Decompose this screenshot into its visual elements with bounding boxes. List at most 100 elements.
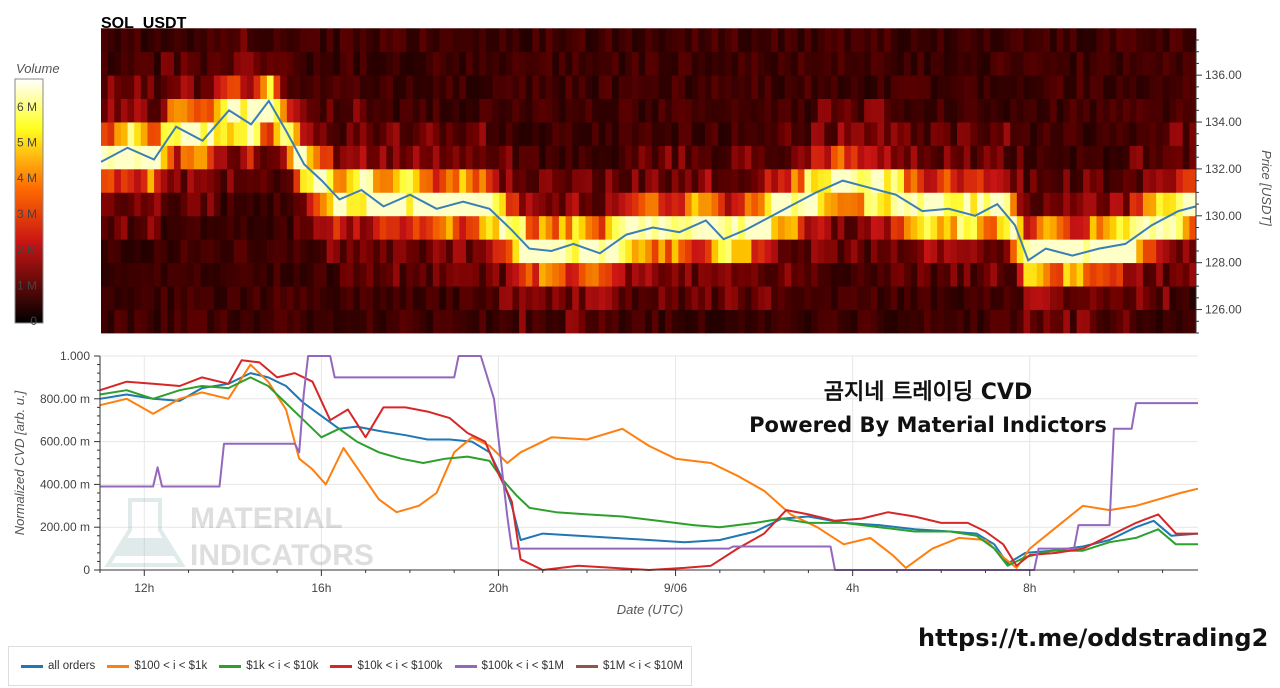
heatmap-cell bbox=[817, 122, 825, 146]
heatmap-cell bbox=[160, 168, 168, 193]
heatmap-cell bbox=[293, 262, 301, 287]
heatmap-cell bbox=[930, 122, 938, 146]
heatmap-cell bbox=[247, 98, 255, 123]
heatmap-cell bbox=[200, 309, 208, 334]
heatmap-cell bbox=[140, 168, 148, 193]
heatmap-cell bbox=[923, 262, 931, 287]
legend-item[interactable]: all orders bbox=[21, 660, 95, 672]
heatmap-cell bbox=[831, 75, 839, 99]
heatmap-cell bbox=[1063, 286, 1071, 310]
heatmap-cell bbox=[1069, 145, 1077, 170]
heatmap-cell bbox=[910, 192, 918, 217]
heatmap-cell bbox=[339, 239, 347, 264]
heatmap-cell bbox=[1016, 286, 1024, 310]
heatmap-cell bbox=[910, 51, 918, 76]
heatmap-cell bbox=[558, 145, 566, 170]
heatmap-cell bbox=[1136, 192, 1144, 217]
legend-item[interactable]: $10k < i < $100k bbox=[330, 660, 443, 672]
legend-item[interactable]: $100 < i < $1k bbox=[107, 660, 207, 672]
heatmap-cell bbox=[227, 145, 235, 170]
heatmap-cell bbox=[877, 75, 885, 99]
heatmap-cell bbox=[1169, 168, 1177, 193]
legend-item[interactable]: $100k < i < $1M bbox=[454, 660, 564, 672]
heatmap-cell bbox=[147, 51, 155, 76]
heatmap-cell bbox=[1010, 28, 1018, 53]
heatmap-cell bbox=[1003, 239, 1011, 264]
heatmap-cell bbox=[937, 239, 945, 264]
legend-swatch bbox=[576, 664, 598, 668]
heatmap-cell bbox=[260, 168, 268, 193]
heatmap-cell bbox=[101, 286, 109, 310]
heatmap-cell bbox=[923, 286, 931, 310]
heatmap-cell bbox=[266, 122, 274, 146]
heatmap-cell bbox=[864, 192, 872, 217]
heatmap-cell bbox=[233, 28, 241, 53]
heatmap-cell bbox=[1056, 262, 1064, 287]
heatmap-cell bbox=[107, 168, 115, 193]
heatmap-cell bbox=[174, 309, 182, 334]
heatmap-cell bbox=[306, 75, 314, 99]
heatmap-cell bbox=[472, 262, 480, 287]
heatmap-cell bbox=[1089, 192, 1097, 217]
heatmap-cell bbox=[479, 122, 487, 146]
heatmap-cell bbox=[884, 145, 892, 170]
heatmap-cell bbox=[339, 309, 347, 334]
heatmap-cell bbox=[990, 215, 998, 240]
heatmap-cell bbox=[691, 239, 699, 264]
heatmap-cell bbox=[213, 145, 221, 170]
heatmap-cell bbox=[1096, 309, 1104, 334]
heatmap-cell bbox=[180, 239, 188, 264]
heatmap-cell bbox=[459, 215, 467, 240]
heatmap-cell bbox=[797, 98, 805, 123]
heatmap-cell bbox=[738, 145, 746, 170]
heatmap-cell bbox=[1023, 28, 1031, 53]
heatmap-cell bbox=[578, 75, 586, 99]
heatmap-cell bbox=[884, 168, 892, 193]
colorbar-tick-label: 1 M bbox=[17, 278, 37, 292]
heatmap-cell bbox=[1142, 262, 1150, 287]
heatmap-cell bbox=[293, 239, 301, 264]
heatmap-cell bbox=[771, 145, 779, 170]
heatmap-cell bbox=[831, 215, 839, 240]
heatmap-cell bbox=[1149, 239, 1157, 264]
heatmap-cell bbox=[1142, 309, 1150, 334]
heatmap-cell bbox=[771, 168, 779, 193]
heatmap-cell bbox=[990, 262, 998, 287]
heatmap-cell bbox=[1083, 192, 1091, 217]
heatmap-cell bbox=[525, 215, 533, 240]
heatmap-cell bbox=[585, 239, 593, 264]
heatmap-cell bbox=[399, 145, 407, 170]
heatmap-cell bbox=[499, 75, 507, 99]
heatmap-cell bbox=[492, 262, 500, 287]
legend-item[interactable]: $1M < i < $10M bbox=[576, 660, 683, 672]
heatmap-cell bbox=[791, 28, 799, 53]
heatmap-cell bbox=[359, 168, 367, 193]
heatmap-cell bbox=[293, 145, 301, 170]
heatmap-cell bbox=[1109, 286, 1117, 310]
heatmap-cell bbox=[1036, 286, 1044, 310]
heatmap-cell bbox=[406, 98, 414, 123]
heatmap-cell bbox=[247, 239, 255, 264]
heatmap-cell bbox=[393, 239, 401, 264]
heatmap-cell bbox=[1142, 286, 1150, 310]
heatmap-cell bbox=[446, 168, 454, 193]
heatmap-cell bbox=[645, 28, 653, 53]
heatmap-cell bbox=[1023, 145, 1031, 170]
heatmap-cell bbox=[280, 192, 288, 217]
heatmap-cell bbox=[850, 192, 858, 217]
heatmap-cell bbox=[147, 262, 155, 287]
heatmap-cell bbox=[1149, 286, 1157, 310]
heatmap-cell bbox=[612, 215, 620, 240]
heatmap-cell bbox=[592, 192, 600, 217]
heatmap-cell bbox=[711, 75, 719, 99]
heatmap-cell bbox=[631, 262, 639, 287]
heatmap-cell bbox=[1076, 286, 1084, 310]
heatmap-cell bbox=[963, 75, 971, 99]
heatmap-cell bbox=[525, 122, 533, 146]
legend-item[interactable]: $1k < i < $10k bbox=[219, 660, 318, 672]
heatmap-cell bbox=[943, 286, 951, 310]
heatmap-cell bbox=[744, 262, 752, 287]
heatmap-cell bbox=[698, 98, 706, 123]
heatmap-cell bbox=[990, 75, 998, 99]
heatmap-cell bbox=[724, 215, 732, 240]
